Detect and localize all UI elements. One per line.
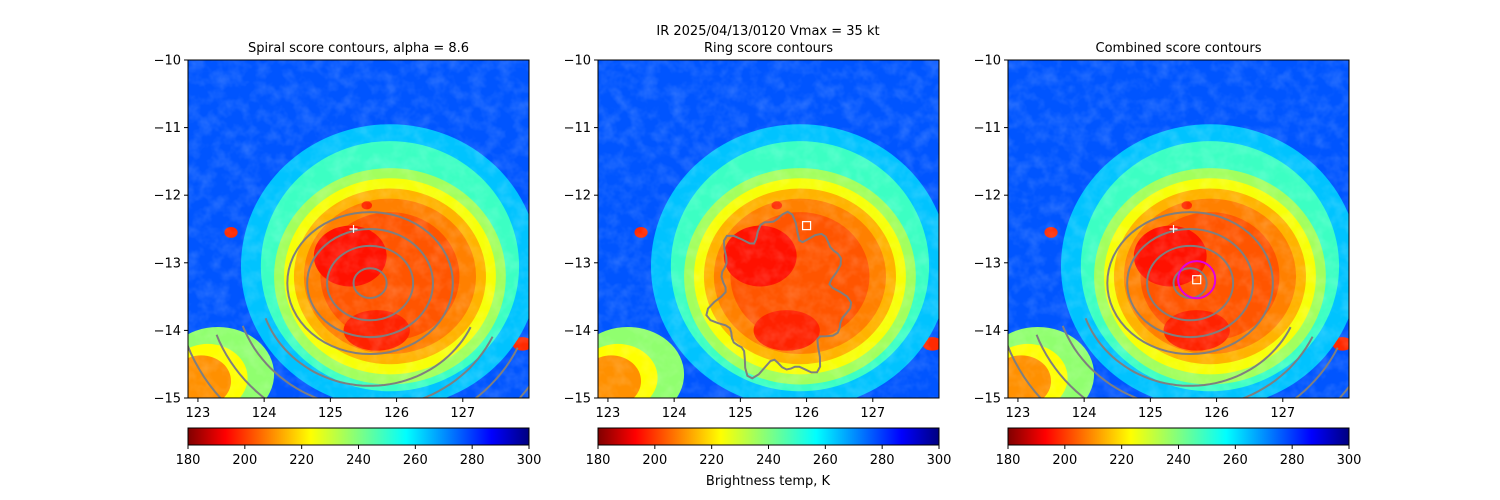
colorbar-tick-label: 280	[1280, 453, 1305, 468]
axes-frame	[597, 59, 940, 399]
y-tick-label: −11	[974, 121, 1001, 136]
score-contour	[286, 211, 454, 356]
x-tick-label: 124	[662, 406, 687, 421]
colorbar-tick-label: 260	[403, 453, 428, 468]
y-tick-label: −13	[564, 256, 591, 271]
colorbar-tick-label: 280	[460, 453, 485, 468]
colorbar-label: Brightness temp, K	[706, 474, 831, 489]
x-tick-label: 123	[596, 406, 621, 421]
y-tick-label: −10	[974, 54, 1001, 69]
score-contour	[1106, 211, 1274, 356]
colorbar-tick-label: 200	[1052, 453, 1077, 468]
y-tick-label: −15	[974, 392, 1001, 407]
y-tick-label: −14	[974, 324, 1001, 339]
colorbar-tick-label: 260	[1223, 453, 1248, 468]
colorbar-tick-label: 240	[756, 453, 781, 468]
y-tick-label: −13	[974, 256, 1001, 271]
y-tick-label: −12	[564, 189, 591, 204]
score-contour	[352, 267, 388, 299]
spiral-arc-contour	[241, 325, 494, 398]
x-tick-label: 126	[1204, 406, 1229, 421]
axes-title: Combined score contours	[1096, 41, 1262, 56]
spiral-arc-contour	[1035, 334, 1339, 398]
y-tick-label: −13	[154, 256, 181, 271]
colorbar-tick-label: 180	[996, 453, 1021, 468]
y-tick-label: −15	[564, 392, 591, 407]
y-tick-label: −11	[564, 121, 591, 136]
x-tick-label: 125	[728, 406, 753, 421]
y-tick-label: −10	[564, 54, 591, 69]
spiral-arc-contour	[1084, 317, 1292, 387]
spiral-arc-contour	[1061, 325, 1314, 398]
axes-frame	[1007, 59, 1350, 399]
colorbar-tick-label: 220	[289, 453, 314, 468]
square-marker	[1192, 275, 1202, 285]
square-marker	[801, 221, 812, 231]
x-tick-label: 127	[860, 406, 885, 421]
y-tick-label: −14	[564, 324, 591, 339]
x-tick-label: 125	[318, 406, 343, 421]
colorbar-tick-label: 220	[699, 453, 724, 468]
x-tick-label: 124	[1072, 406, 1097, 421]
plus-marker	[1169, 225, 1178, 233]
x-tick-label: 124	[252, 406, 277, 421]
plus-marker	[349, 225, 358, 233]
x-tick-label: 125	[1138, 406, 1163, 421]
cloud-texture	[598, 60, 939, 398]
axes-title: Spiral score contours, alpha = 8.6	[248, 41, 469, 56]
y-tick-label: −15	[154, 392, 181, 407]
score-contour	[1126, 227, 1254, 339]
x-tick-label: 126	[794, 406, 819, 421]
x-tick-label: 126	[384, 406, 409, 421]
spiral-arc-contour	[264, 317, 472, 387]
plot-area	[1008, 60, 1349, 398]
colorbar-tick-label: 300	[1337, 453, 1362, 468]
y-tick-label: −10	[154, 54, 181, 69]
x-tick-label: 127	[450, 406, 475, 421]
y-tick-label: −12	[154, 189, 181, 204]
y-tick-label: −12	[974, 189, 1001, 204]
colorbar-tick-label: 300	[517, 453, 542, 468]
colorbar-tick-label: 280	[870, 453, 895, 468]
y-tick-label: −14	[154, 324, 181, 339]
panel-1: Spiral score contours, alpha = 8.6 123 124…	[154, 41, 542, 468]
panel-3: Combined score contours 123 124 125 126 127 −1…	[974, 41, 1362, 468]
x-tick-label: 127	[1270, 406, 1295, 421]
colorbar	[1007, 427, 1350, 446]
figure-suptitle: IR 2025/04/13/0120 Vmax = 35 kt	[656, 24, 879, 39]
colorbar-tick-label: 220	[1109, 453, 1134, 468]
ring-score-contour	[705, 210, 853, 380]
spiral-arc-contour	[215, 334, 519, 398]
colorbar	[187, 427, 530, 446]
colorbar-tick-label: 180	[176, 453, 201, 468]
colorbar-tick-label: 260	[813, 453, 838, 468]
score-contour	[306, 227, 434, 339]
colorbar-tick-label: 300	[927, 453, 952, 468]
colorbar-tick-label: 180	[586, 453, 611, 468]
ring-circle-marker	[1177, 260, 1217, 300]
colorbar-tick-label: 200	[232, 453, 257, 468]
plot-area	[598, 60, 939, 398]
x-tick-label: 123	[1006, 406, 1031, 421]
score-contour	[326, 244, 415, 322]
x-tick-label: 123	[186, 406, 211, 421]
axes-title: Ring score contours	[704, 41, 833, 56]
colorbar	[597, 427, 940, 446]
plot-area	[188, 60, 529, 398]
colorbar-tick-label: 200	[642, 453, 667, 468]
colorbar-tick-label: 240	[346, 453, 371, 468]
y-tick-label: −11	[154, 121, 181, 136]
axes-frame	[187, 59, 530, 399]
panel-2: Ring score contours 123 124 125 126 127 −10 −11…	[564, 41, 952, 468]
colorbar-tick-label: 240	[1166, 453, 1191, 468]
score-contour	[1146, 244, 1235, 322]
